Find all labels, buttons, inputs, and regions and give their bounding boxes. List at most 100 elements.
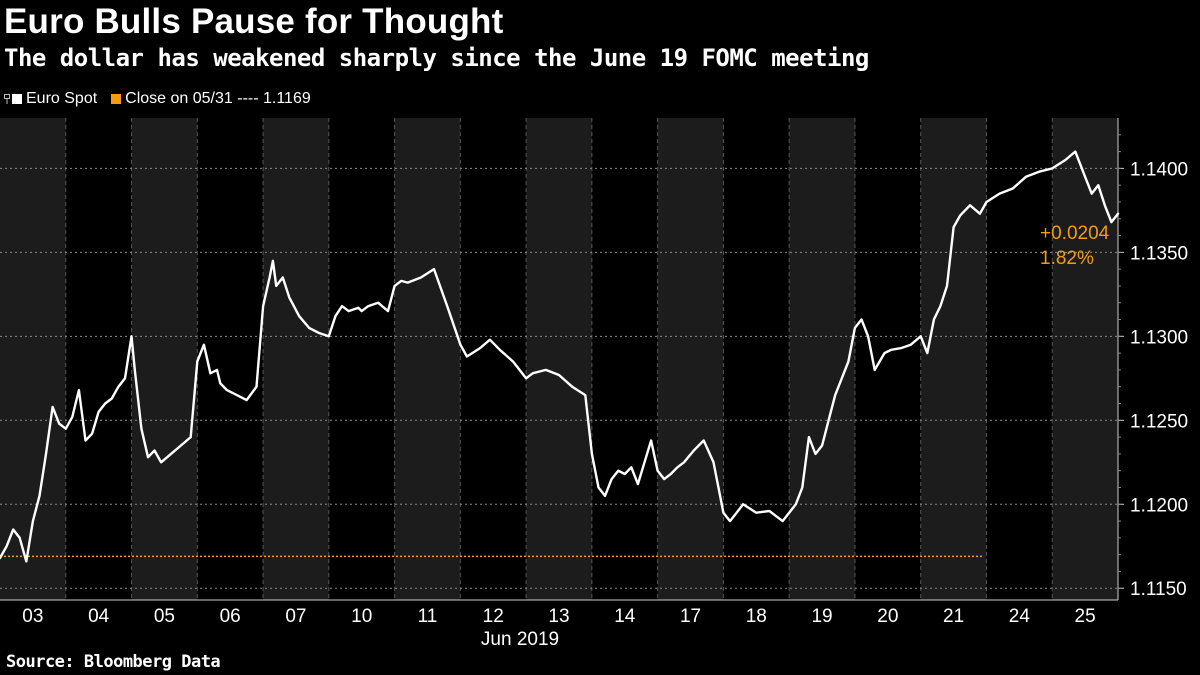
percent-label: 1.82% — [1040, 248, 1094, 269]
data-point — [499, 349, 501, 351]
data-point — [160, 461, 162, 464]
data-point — [883, 352, 886, 354]
data-point — [479, 347, 481, 349]
data-point — [334, 315, 337, 318]
data-point — [525, 377, 527, 380]
chart-title: Euro Bulls Pause for Thought — [4, 2, 504, 41]
data-point — [873, 369, 876, 371]
data-point — [571, 385, 573, 388]
y-tick-label: 1.1300 — [1130, 327, 1188, 348]
data-point — [341, 305, 343, 307]
x-tick-label: 14 — [614, 606, 636, 627]
x-tick-label: 20 — [877, 606, 898, 627]
data-point — [1074, 150, 1077, 153]
data-point — [722, 511, 725, 514]
data-point — [781, 520, 784, 522]
data-point — [104, 402, 106, 405]
data-point — [170, 453, 172, 455]
data-point — [124, 377, 126, 380]
data-point — [558, 374, 560, 376]
data-point — [847, 360, 850, 363]
data-point — [926, 352, 929, 354]
data-point — [433, 268, 435, 270]
data-point — [801, 486, 804, 489]
data-point — [1025, 176, 1027, 178]
data-point — [1084, 176, 1086, 178]
data-point — [1012, 187, 1014, 190]
data-point — [597, 486, 600, 489]
series-euro-spot — [0, 150, 1120, 563]
data-point — [196, 360, 199, 363]
data-point — [203, 343, 205, 346]
data-point — [387, 310, 389, 312]
data-point — [946, 285, 948, 287]
data-point — [959, 214, 961, 217]
data-point — [969, 204, 971, 207]
legend-item-close: Close on 05/31 ---- 1.1169 — [111, 90, 311, 108]
data-point — [860, 318, 863, 321]
x-tick-label: 17 — [680, 606, 701, 627]
data-point — [130, 335, 133, 338]
x-axis: 03 04 05 06 07 10 11 12 13 14 17 18 19 20 21 24 25 — [0, 599, 1118, 627]
data-point — [275, 285, 278, 287]
series-line-euro-spot — [0, 150, 1120, 563]
data-point — [998, 192, 1001, 195]
data-point — [867, 335, 869, 338]
day-band — [657, 118, 724, 600]
y-tick-label: 1.1150 — [1130, 579, 1187, 600]
data-point — [1097, 184, 1100, 186]
chart-subtitle: The dollar has weakened sharply since th… — [4, 44, 869, 72]
data-point — [1104, 204, 1106, 207]
line-series-icon — [4, 94, 10, 104]
data-point — [420, 276, 422, 279]
data-point — [97, 411, 100, 413]
legend: Euro Spot Close on 05/31 ---- 1.1169 — [4, 90, 325, 108]
legend-swatch-euro-spot — [12, 94, 22, 104]
data-point — [650, 439, 652, 442]
day-band — [131, 118, 198, 600]
legend-label-euro-spot: Euro Spot — [26, 90, 98, 107]
y-tick-label: 1.1350 — [1130, 243, 1188, 264]
data-point — [1110, 221, 1113, 223]
data-point — [272, 260, 274, 262]
data-point — [933, 318, 935, 321]
x-tick-label: 10 — [351, 606, 372, 627]
x-tick-label: 13 — [548, 606, 569, 627]
data-point — [624, 473, 626, 475]
data-point — [367, 305, 370, 307]
data-point — [5, 545, 8, 548]
data-point — [38, 495, 41, 497]
x-tick-label: 21 — [943, 606, 964, 627]
data-point — [1090, 192, 1093, 195]
data-point — [78, 389, 80, 391]
legend-item-euro-spot: Euro Spot — [4, 90, 97, 108]
x-tick-label: 24 — [1009, 606, 1031, 627]
data-point — [900, 347, 902, 349]
data-point — [328, 335, 330, 338]
y-axis: 1.1150 1.1200 1.1250 1.1300 1.1350 1.1400 — [1117, 118, 1188, 600]
data-point — [318, 332, 320, 334]
data-point — [236, 394, 238, 396]
data-point — [985, 201, 988, 203]
data-point — [209, 372, 212, 375]
data-point — [729, 520, 731, 522]
legend-label-close: Close on 05/31 ---- 1.1169 — [125, 90, 311, 107]
data-point — [393, 285, 396, 287]
data-point — [584, 394, 587, 396]
data-point — [216, 369, 218, 371]
data-point — [91, 432, 93, 435]
data-point — [676, 466, 679, 469]
data-point — [58, 422, 60, 425]
data-point — [1051, 167, 1053, 170]
data-point — [18, 537, 21, 539]
data-point — [25, 560, 28, 563]
data-point — [308, 327, 310, 329]
data-point — [288, 296, 291, 299]
data-point — [245, 399, 248, 401]
data-point — [489, 338, 491, 341]
source-note: Source: Bloomberg Data — [6, 652, 221, 672]
data-point — [219, 382, 222, 385]
data-point — [357, 307, 360, 309]
change-label: +0.0204 — [1040, 223, 1110, 244]
data-point — [939, 305, 942, 307]
